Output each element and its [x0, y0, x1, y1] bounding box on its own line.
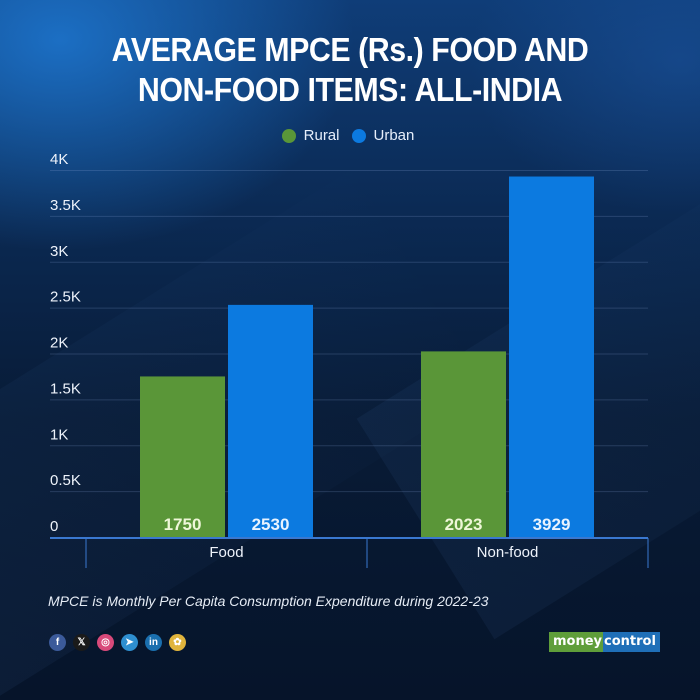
snapchat-icon[interactable]: ✿	[169, 634, 186, 651]
telegram-icon[interactable]: ➤	[121, 634, 138, 651]
chart-title: AVERAGE MPCE (Rs.) FOOD AND NON-FOOD ITE…	[28, 30, 672, 110]
y-tick-label: 0	[50, 518, 58, 535]
y-tick-label: 0.5K	[50, 472, 81, 489]
instagram-icon[interactable]: ◎	[97, 634, 114, 651]
data-label: 3929	[533, 515, 571, 534]
bar-rural-non-food	[421, 351, 506, 537]
y-tick-label: 2.5K	[50, 289, 81, 306]
logo-part-money: money	[549, 632, 604, 652]
title-line-2: NON-FOOD ITEMS: ALL-INDIA	[137, 71, 563, 108]
data-label: 1750	[164, 515, 202, 534]
y-tick-label: 1K	[50, 426, 68, 443]
bar-urban-non-food	[509, 176, 594, 537]
x-icon[interactable]: 𝕏	[73, 634, 90, 651]
rural-swatch-icon	[281, 128, 296, 143]
caption-note: MPCE is Monthly Per Capita Consumption E…	[48, 593, 489, 609]
social-icons: f 𝕏 ◎ ➤ in ✿	[49, 634, 186, 651]
y-tick-label: 2K	[50, 335, 68, 352]
urban-swatch-icon	[351, 128, 366, 143]
legend: Rural Urban	[0, 127, 700, 144]
x-tick-label: Non-food	[477, 544, 539, 561]
y-tick-label: 1.5K	[50, 380, 81, 397]
y-tick-label: 3K	[50, 243, 68, 260]
title-line-1: AVERAGE MPCE (Rs.) FOOD AND	[111, 31, 589, 68]
y-tick-label: 3.5K	[50, 197, 81, 214]
linkedin-icon[interactable]: in	[145, 634, 162, 651]
data-label: 2023	[445, 515, 483, 534]
bar-urban-food	[228, 304, 313, 537]
x-tick-label: Food	[209, 544, 243, 561]
moneycontrol-logo: money control	[549, 632, 660, 652]
data-label: 2530	[252, 515, 290, 534]
legend-item-rural[interactable]: Rural	[281, 127, 340, 144]
facebook-icon[interactable]: f	[49, 634, 66, 651]
legend-label-urban: Urban	[373, 127, 415, 144]
bar-rural-food	[140, 376, 225, 537]
legend-item-urban[interactable]: Urban	[351, 127, 415, 144]
y-tick-label: 4K	[50, 151, 68, 168]
legend-label-rural: Rural	[303, 127, 340, 144]
logo-part-control: control	[603, 632, 660, 652]
